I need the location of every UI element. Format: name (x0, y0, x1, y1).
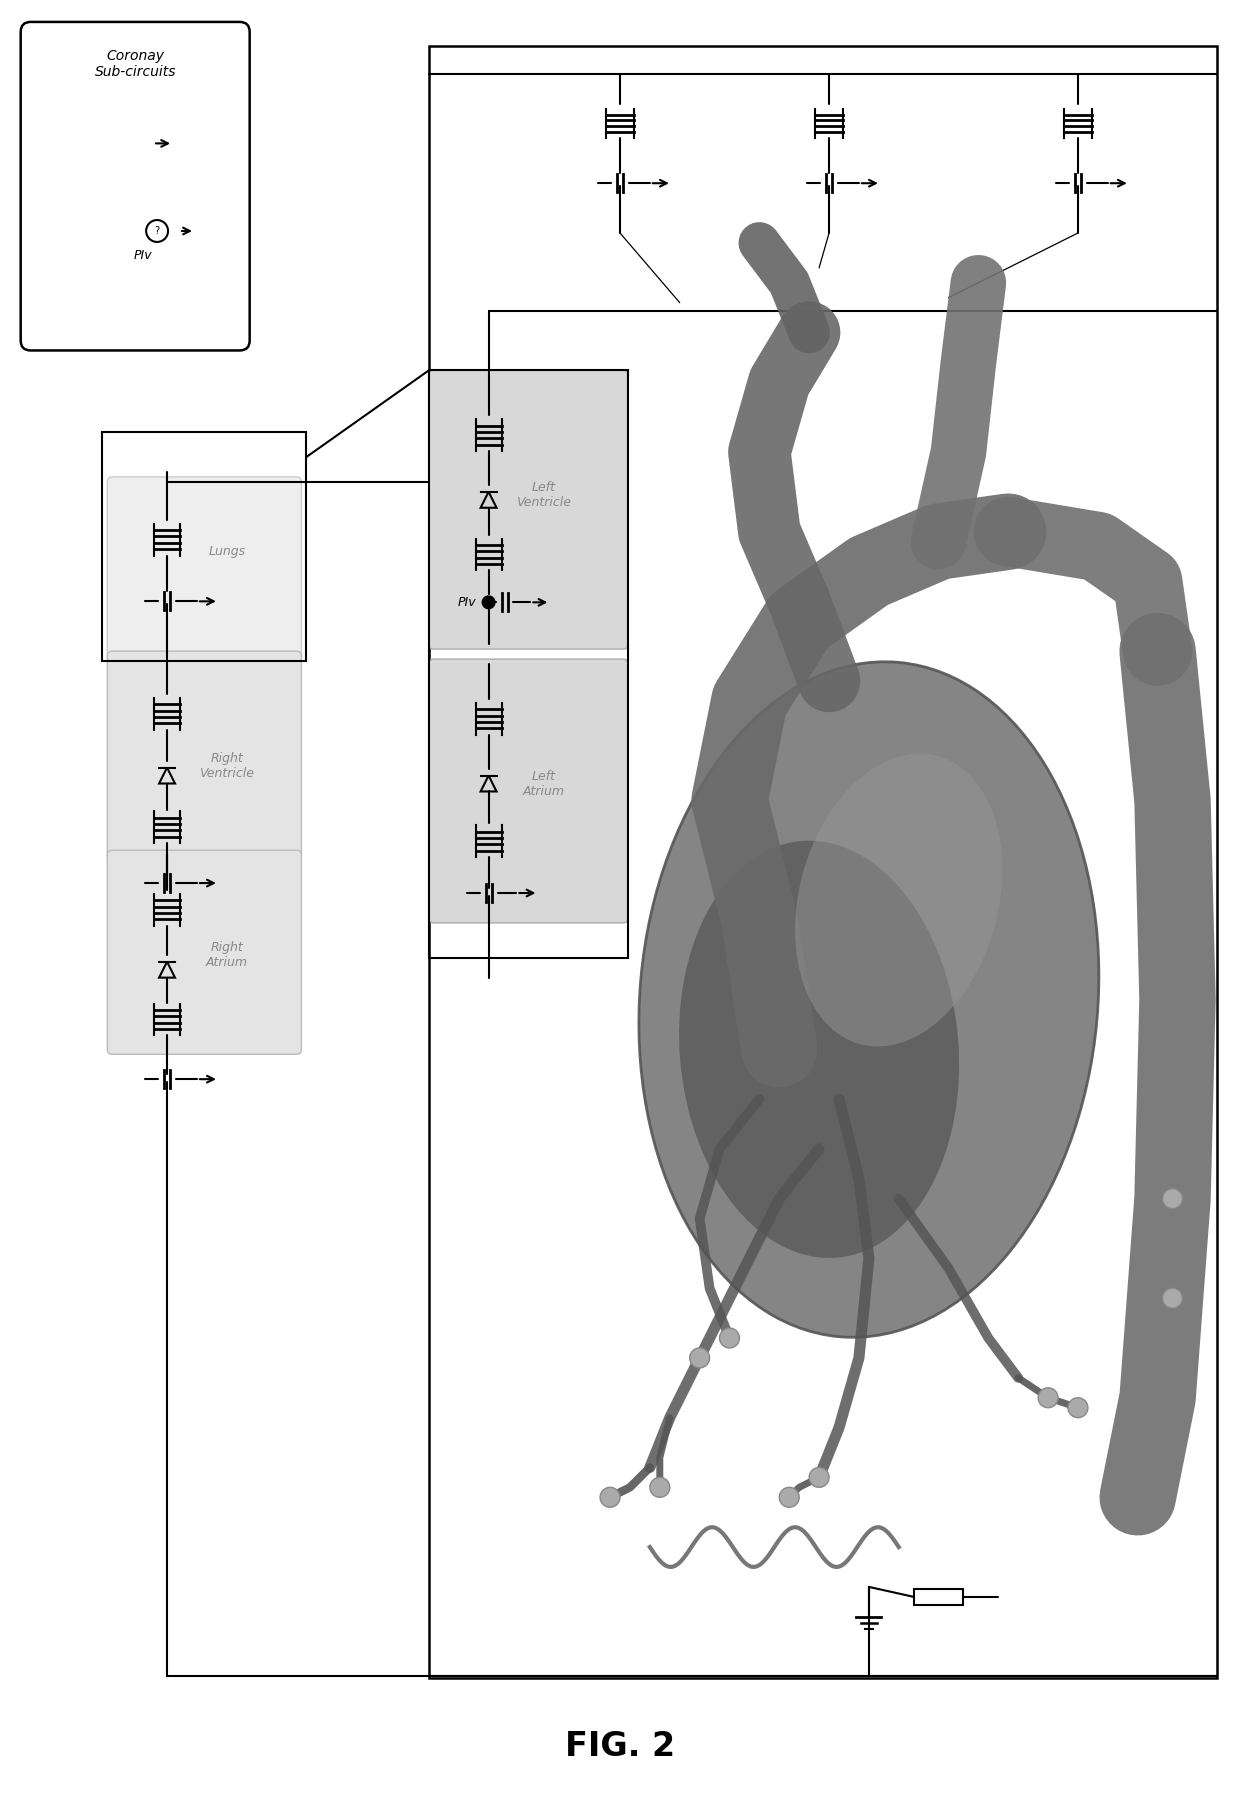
Circle shape (1068, 1398, 1087, 1417)
Text: Right
Ventricle: Right Ventricle (200, 752, 254, 780)
FancyBboxPatch shape (429, 658, 627, 922)
Text: Lungs: Lungs (208, 545, 246, 558)
Text: Left
Ventricle: Left Ventricle (516, 481, 570, 509)
Bar (914, 1589, 963, 1606)
Circle shape (779, 1487, 800, 1507)
Circle shape (689, 1347, 709, 1367)
Circle shape (1163, 1288, 1183, 1308)
Circle shape (810, 1467, 830, 1487)
FancyBboxPatch shape (21, 22, 249, 350)
Bar (429, 47, 1218, 1679)
Circle shape (600, 1487, 620, 1507)
Ellipse shape (795, 753, 1002, 1046)
Circle shape (1038, 1389, 1058, 1408)
Bar (429, 370, 627, 958)
FancyBboxPatch shape (108, 850, 301, 1055)
Text: FIG. 2: FIG. 2 (565, 1729, 675, 1764)
Text: Coronay
Sub-circuits: Coronay Sub-circuits (94, 48, 176, 79)
Circle shape (1163, 1189, 1183, 1209)
Text: ?: ? (155, 226, 160, 237)
FancyBboxPatch shape (429, 370, 627, 649)
FancyBboxPatch shape (108, 651, 301, 859)
Text: Left
Atrium: Left Atrium (522, 770, 564, 798)
Circle shape (482, 596, 495, 608)
Ellipse shape (639, 662, 1099, 1337)
Bar (103, 432, 306, 660)
Circle shape (650, 1478, 670, 1498)
Circle shape (719, 1328, 739, 1347)
FancyBboxPatch shape (108, 477, 301, 660)
Text: Right
Atrium: Right Atrium (206, 940, 248, 969)
Ellipse shape (680, 841, 959, 1258)
Text: PIv: PIv (458, 596, 476, 608)
Text: PIv: PIv (134, 249, 153, 262)
